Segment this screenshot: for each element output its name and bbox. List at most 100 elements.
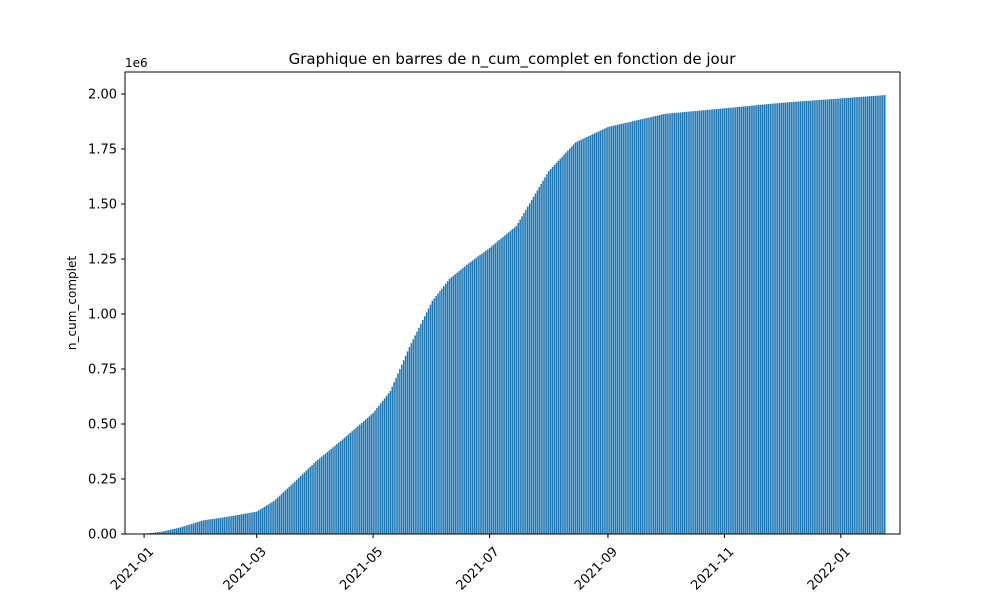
- bar: [393, 382, 395, 534]
- bar: [234, 515, 237, 534]
- bar: [154, 532, 157, 534]
- bar: [750, 105, 752, 534]
- bar: [767, 104, 770, 534]
- bar: [301, 474, 304, 534]
- bar: [819, 99, 821, 535]
- bar: [326, 451, 329, 534]
- bar: [662, 114, 665, 535]
- bar: [586, 136, 588, 534]
- bar: [198, 521, 201, 534]
- bar: [511, 229, 514, 534]
- bar: [227, 516, 229, 534]
- x-tick-label: 2021-09: [572, 544, 621, 593]
- bar: [441, 288, 443, 534]
- bar: [714, 109, 716, 534]
- bar: [656, 115, 659, 534]
- bar: [542, 180, 544, 534]
- bar: [559, 158, 561, 535]
- bar: [152, 532, 155, 534]
- bar: [588, 136, 590, 534]
- bar: [248, 512, 250, 534]
- bar: [364, 419, 367, 534]
- bar: [549, 168, 552, 534]
- bar: [221, 517, 224, 534]
- bar: [540, 183, 542, 534]
- bar: [876, 95, 878, 535]
- bar: [803, 101, 806, 534]
- bar: [521, 216, 523, 535]
- bar: [412, 339, 415, 534]
- bar: [593, 133, 596, 534]
- bar: [194, 522, 197, 534]
- bar: [654, 116, 657, 534]
- bar: [567, 150, 569, 534]
- bar: [530, 200, 533, 534]
- bar: [805, 100, 808, 534]
- bar: [546, 174, 548, 535]
- bar: [273, 501, 275, 534]
- bar: [862, 96, 865, 535]
- x-tick-label: 2021-11: [688, 544, 737, 593]
- bar: [647, 117, 649, 534]
- bar: [202, 520, 205, 534]
- bar: [603, 128, 605, 534]
- bar: [355, 427, 357, 534]
- bar: [288, 486, 290, 534]
- bar: [410, 343, 413, 534]
- bar: [502, 237, 504, 534]
- bar: [500, 238, 502, 534]
- y-tick-label: 2.00: [88, 88, 117, 103]
- bar: [486, 249, 489, 534]
- bar: [498, 240, 500, 534]
- bar: [822, 99, 825, 535]
- bar: [339, 440, 342, 534]
- y-tick-label: 1.50: [88, 198, 117, 213]
- bar: [238, 514, 241, 534]
- bar: [213, 518, 216, 534]
- bar: [404, 355, 407, 534]
- bar: [883, 95, 886, 534]
- bar: [826, 99, 829, 534]
- bar: [402, 360, 405, 534]
- bar: [504, 235, 506, 534]
- bar: [859, 96, 861, 534]
- bar: [683, 112, 686, 534]
- bar: [250, 512, 252, 534]
- bar: [599, 130, 602, 534]
- bar: [368, 416, 371, 534]
- bar: [506, 233, 508, 535]
- bar: [792, 101, 794, 534]
- bar: [584, 137, 586, 534]
- bar: [694, 110, 697, 535]
- bar: [399, 369, 401, 534]
- bar: [649, 117, 651, 534]
- bar: [574, 142, 577, 534]
- bar: [479, 255, 481, 534]
- bar: [332, 447, 334, 534]
- bar: [383, 398, 386, 534]
- bar: [700, 110, 703, 535]
- bar: [548, 171, 550, 534]
- bar: [752, 105, 754, 535]
- bar: [150, 532, 153, 534]
- bar: [454, 274, 456, 534]
- bar: [423, 316, 426, 534]
- bar: [633, 120, 636, 534]
- bar: [845, 97, 848, 534]
- bar: [431, 300, 434, 534]
- bar: [525, 209, 527, 534]
- bar: [341, 439, 344, 534]
- bar: [645, 118, 647, 534]
- bar: [708, 109, 710, 534]
- bar: [481, 253, 483, 534]
- bar: [851, 97, 854, 534]
- bar: [733, 107, 735, 534]
- bar: [318, 458, 321, 534]
- bar: [668, 113, 670, 534]
- bar: [173, 528, 176, 534]
- bar: [652, 116, 655, 534]
- bar: [607, 127, 609, 534]
- bar: [275, 499, 277, 534]
- x-axis: 2021-01 2021-03 2021-05 2021-07 2021-09 2021-…: [108, 534, 854, 593]
- x-tick-label: 2021-05: [337, 544, 386, 593]
